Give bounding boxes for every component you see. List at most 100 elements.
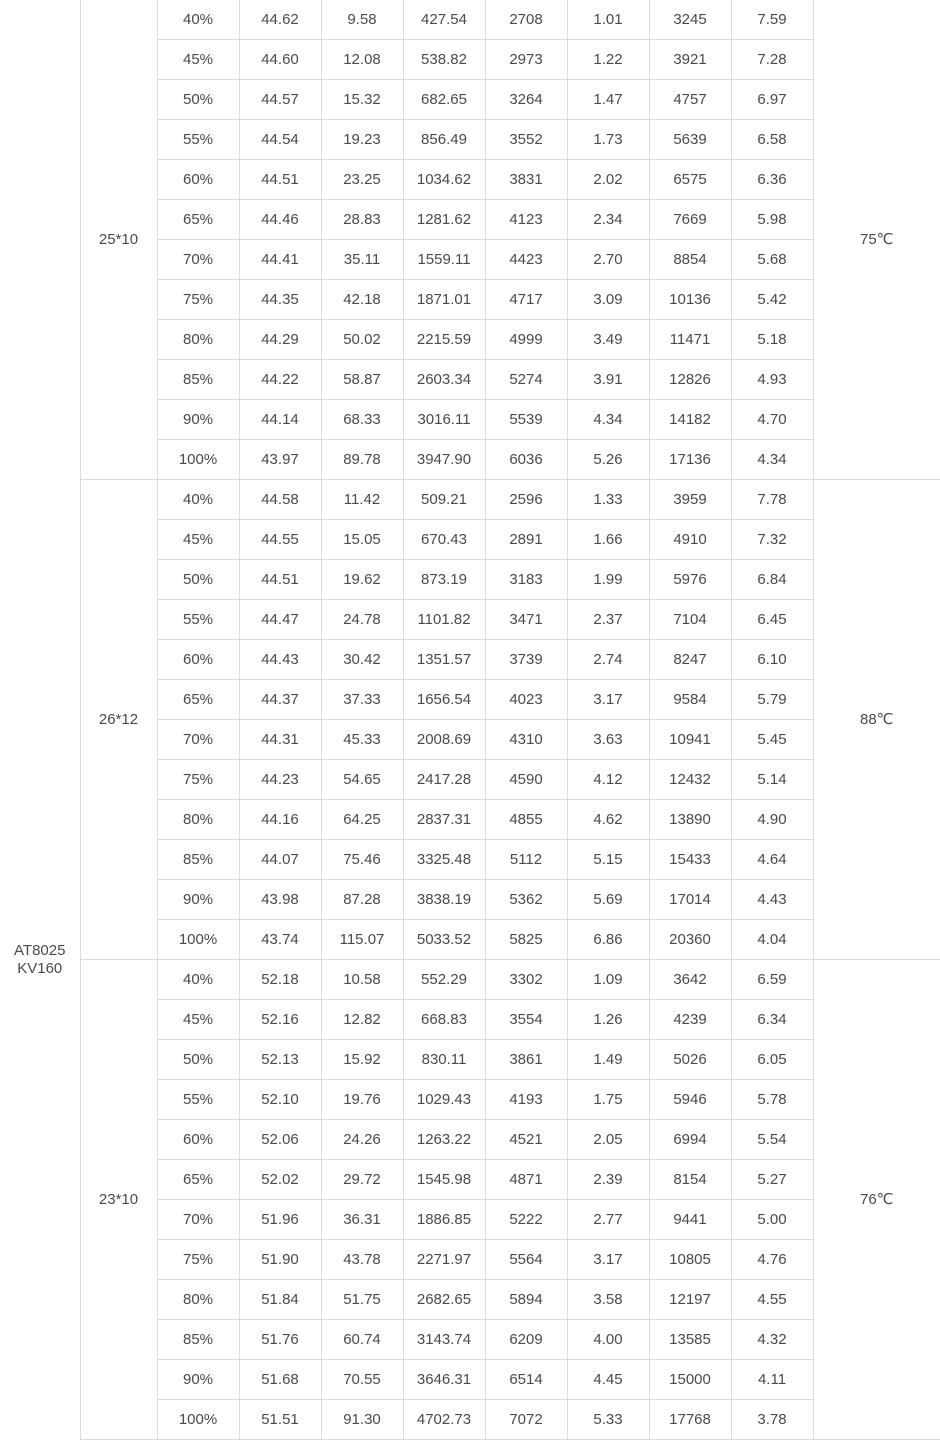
thrust-cell: 4.00 bbox=[566, 1319, 650, 1360]
thrust-cell: 4.45 bbox=[566, 1359, 650, 1400]
table-row: 75% 44.23 54.65 2417.28 4590 4.12 12432 5.14 bbox=[0, 759, 940, 800]
thrust-cell: 2.39 bbox=[566, 1159, 650, 1200]
efficiency-cell: 6.58 bbox=[730, 119, 814, 160]
table-row: 60% 44.51 23.25 1034.62 3831 2.02 6575 6.36 bbox=[0, 159, 940, 200]
table-row: 90% 51.68 70.55 3646.31 6514 4.45 15000 4.11 bbox=[0, 1359, 940, 1400]
voltage-cell: 52.06 bbox=[238, 1119, 322, 1160]
efficiency-cell: 5.00 bbox=[730, 1199, 814, 1240]
power-cell: 1656.54 bbox=[402, 679, 486, 720]
rpm-cell: 3554 bbox=[484, 999, 568, 1040]
current-cell: 10.58 bbox=[320, 959, 404, 1000]
voltage-cell: 44.51 bbox=[238, 559, 322, 600]
throttle-cell: 75% bbox=[156, 1239, 240, 1280]
table-row: 26*12 40% 44.58 11.42 509.21 2596 1.33 3959 7.78… bbox=[0, 479, 940, 960]
voltage-cell: 44.51 bbox=[238, 159, 322, 200]
torque-cell: 17136 bbox=[648, 439, 732, 480]
current-cell: 115.07 bbox=[320, 919, 404, 960]
efficiency-cell: 6.05 bbox=[730, 1039, 814, 1080]
rpm-cell: 4590 bbox=[484, 759, 568, 800]
throttle-cell: 85% bbox=[156, 1319, 240, 1360]
voltage-cell: 52.10 bbox=[238, 1079, 322, 1120]
current-cell: 30.42 bbox=[320, 639, 404, 680]
power-cell: 1886.85 bbox=[402, 1199, 486, 1240]
torque-cell: 5946 bbox=[648, 1079, 732, 1120]
voltage-cell: 44.29 bbox=[238, 319, 322, 360]
table-row: 65% 44.37 37.33 1656.54 4023 3.17 9584 5.79 bbox=[0, 679, 940, 720]
voltage-cell: 43.97 bbox=[238, 439, 322, 480]
torque-cell: 4757 bbox=[648, 79, 732, 120]
throttle-cell: 80% bbox=[156, 799, 240, 840]
rpm-cell: 5362 bbox=[484, 879, 568, 920]
voltage-cell: 52.16 bbox=[238, 999, 322, 1040]
table-row: 85% 51.76 60.74 3143.74 6209 4.00 13585 4.32 bbox=[0, 1319, 940, 1360]
throttle-cell: 80% bbox=[156, 319, 240, 360]
rpm-cell: 3302 bbox=[484, 959, 568, 1000]
efficiency-cell: 5.79 bbox=[730, 679, 814, 720]
thrust-cell: 5.69 bbox=[566, 879, 650, 920]
current-cell: 58.87 bbox=[320, 359, 404, 400]
table-row: 70% 44.31 45.33 2008.69 4310 3.63 10941 5.45 bbox=[0, 719, 940, 760]
thrust-cell: 5.33 bbox=[566, 1399, 650, 1440]
thrust-cell: 3.09 bbox=[566, 279, 650, 320]
thrust-cell: 3.91 bbox=[566, 359, 650, 400]
current-cell: 37.33 bbox=[320, 679, 404, 720]
torque-cell: 10805 bbox=[648, 1239, 732, 1280]
efficiency-cell: 5.68 bbox=[730, 239, 814, 280]
power-cell: 509.21 bbox=[402, 479, 486, 520]
efficiency-cell: 5.78 bbox=[730, 1079, 814, 1120]
current-cell: 19.76 bbox=[320, 1079, 404, 1120]
torque-cell: 10136 bbox=[648, 279, 732, 320]
voltage-cell: 51.68 bbox=[238, 1359, 322, 1400]
thrust-cell: 2.05 bbox=[566, 1119, 650, 1160]
table-row: 60% 44.43 30.42 1351.57 3739 2.74 8247 6.10 bbox=[0, 639, 940, 680]
thrust-cell: 2.77 bbox=[566, 1199, 650, 1240]
torque-cell: 8247 bbox=[648, 639, 732, 680]
thrust-cell: 4.34 bbox=[566, 399, 650, 440]
efficiency-cell: 6.59 bbox=[730, 959, 814, 1000]
rpm-cell: 5825 bbox=[484, 919, 568, 960]
motor-model-line2: KV160 bbox=[17, 959, 63, 977]
efficiency-cell: 4.43 bbox=[730, 879, 814, 920]
throttle-cell: 50% bbox=[156, 79, 240, 120]
throttle-cell: 60% bbox=[156, 1119, 240, 1160]
current-cell: 19.23 bbox=[320, 119, 404, 160]
table-row: 80% 51.84 51.75 2682.65 5894 3.58 12197 4.55 bbox=[0, 1279, 940, 1320]
voltage-cell: 51.84 bbox=[238, 1279, 322, 1320]
throttle-cell: 70% bbox=[156, 239, 240, 280]
torque-cell: 15433 bbox=[648, 839, 732, 880]
throttle-cell: 50% bbox=[156, 1039, 240, 1080]
current-cell: 23.25 bbox=[320, 159, 404, 200]
current-cell: 36.31 bbox=[320, 1199, 404, 1240]
torque-cell: 13890 bbox=[648, 799, 732, 840]
power-cell: 1351.57 bbox=[402, 639, 486, 680]
torque-cell: 17768 bbox=[648, 1399, 732, 1440]
throttle-cell: 40% bbox=[156, 479, 240, 520]
power-cell: 3143.74 bbox=[402, 1319, 486, 1360]
throttle-cell: 70% bbox=[156, 719, 240, 760]
power-cell: 856.49 bbox=[402, 119, 486, 160]
table-row: 90% 44.14 68.33 3016.11 5539 4.34 14182 4.70 bbox=[0, 399, 940, 440]
efficiency-cell: 5.42 bbox=[730, 279, 814, 320]
thrust-cell: 1.01 bbox=[566, 0, 650, 40]
torque-cell: 7104 bbox=[648, 599, 732, 640]
table-row: 55% 44.54 19.23 856.49 3552 1.73 5639 6.58 bbox=[0, 119, 940, 160]
voltage-cell: 51.76 bbox=[238, 1319, 322, 1360]
thrust-cell: 1.33 bbox=[566, 479, 650, 520]
voltage-cell: 51.51 bbox=[238, 1399, 322, 1440]
table-row: 70% 51.96 36.31 1886.85 5222 2.77 9441 5.00 bbox=[0, 1199, 940, 1240]
efficiency-cell: 6.97 bbox=[730, 79, 814, 120]
power-cell: 4702.73 bbox=[402, 1399, 486, 1440]
throttle-cell: 65% bbox=[156, 199, 240, 240]
voltage-cell: 52.18 bbox=[238, 959, 322, 1000]
rpm-cell: 4123 bbox=[484, 199, 568, 240]
torque-cell: 15000 bbox=[648, 1359, 732, 1400]
thrust-cell: 3.17 bbox=[566, 679, 650, 720]
thrust-cell: 1.66 bbox=[566, 519, 650, 560]
rpm-cell: 3831 bbox=[484, 159, 568, 200]
table-row: 45% 44.55 15.05 670.43 2891 1.66 4910 7.32 bbox=[0, 519, 940, 560]
power-cell: 1034.62 bbox=[402, 159, 486, 200]
thrust-cell: 2.34 bbox=[566, 199, 650, 240]
table-row: 70% 44.41 35.11 1559.11 4423 2.70 8854 5.68 bbox=[0, 239, 940, 280]
efficiency-cell: 7.59 bbox=[730, 0, 814, 40]
table-row: 23*10 40% 52.18 10.58 552.29 3302 1.09 3642 6.59… bbox=[0, 959, 940, 1440]
